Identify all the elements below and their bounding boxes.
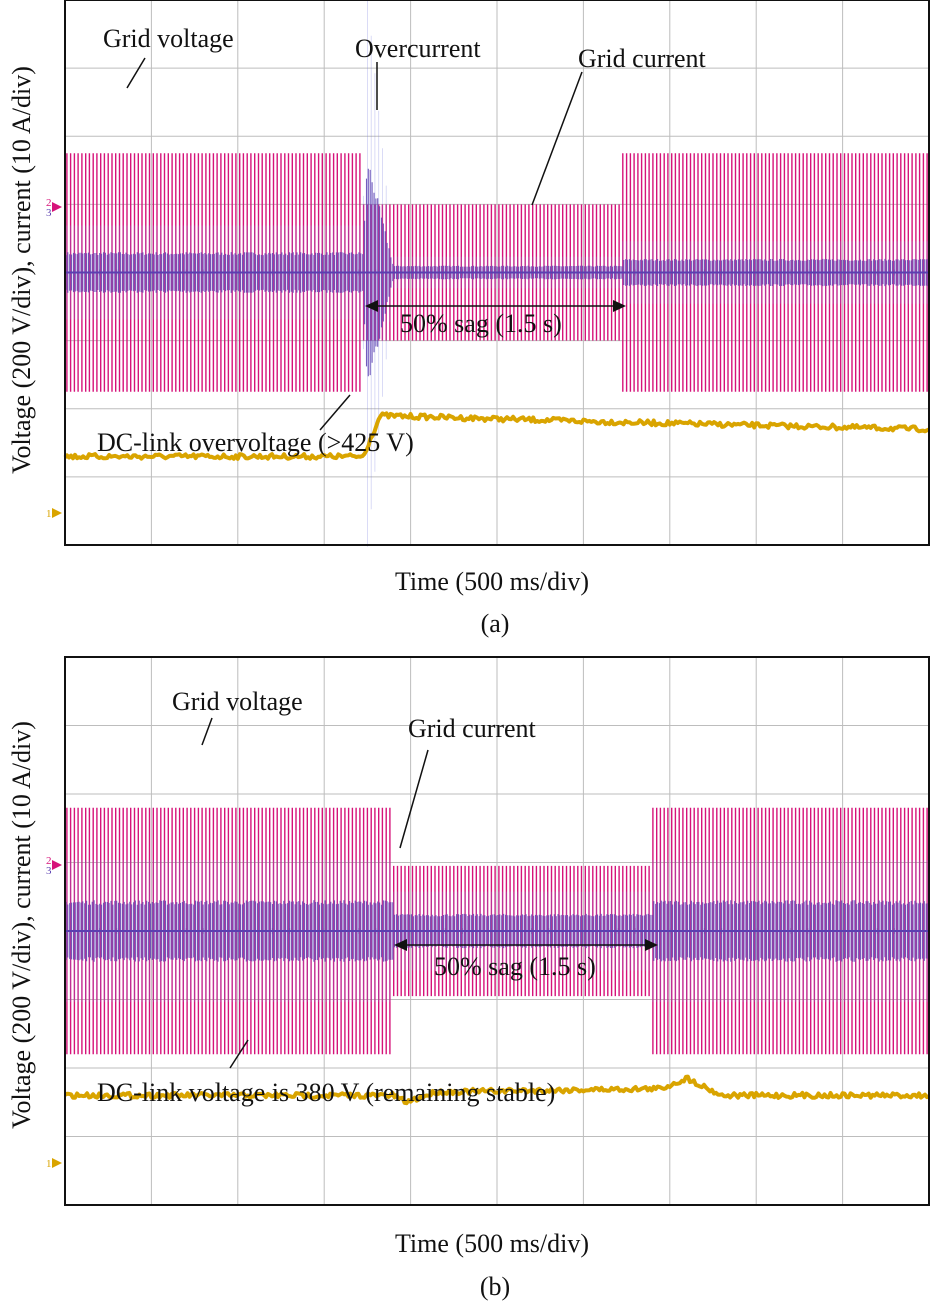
sag-arrow-left-icon [365, 300, 378, 312]
x-axis-label-b: Time (500 ms/div) [395, 1229, 589, 1258]
dc-link-trace [63, 1074, 930, 1106]
overcurrent-label: Overcurrent [355, 34, 481, 63]
grid-voltage-label-b: Grid voltage [172, 687, 303, 716]
dc-link-label-b: DC-link voltage is 380 V (remaining stab… [97, 1078, 555, 1107]
grid-voltage-leader-a [126, 57, 146, 89]
dc-link-label-a: DC-link overvoltage (>425 V) [97, 428, 414, 457]
sag-label-b: 50% sag (1.5 s) [434, 952, 596, 981]
ch2-marker: 2 [46, 197, 52, 209]
dc-link-trace [63, 411, 930, 461]
y-axis-label-b: Voltage (200 V/div), current (10 A/div) [7, 721, 36, 1129]
plot-frame-b [64, 656, 930, 1206]
ch3-marker: 3 [46, 865, 52, 877]
ch1-marker: 1 [46, 1158, 52, 1170]
grid-current-leader-b [399, 749, 429, 849]
ch2-marker: 2 [46, 855, 52, 867]
grid-voltage-label-a: Grid voltage [103, 24, 234, 53]
dc-link-leader-b [229, 1039, 249, 1069]
panel-b: 2 3 1 Grid voltage Grid current 50% sag … [7, 656, 930, 1301]
grid-voltage-leader-b [201, 717, 213, 746]
panel-a: 2 3 1 Grid voltage Overcurrent Grid curr… [7, 0, 930, 638]
ch-marker-icon [52, 202, 62, 212]
sag-arrow-left-icon [394, 939, 407, 951]
channel-markers-a: 2 3 1 [46, 197, 62, 520]
caption-a: (a) [481, 609, 510, 638]
ch1-marker-icon [52, 1158, 62, 1168]
y-axis-label-a: Voltage (200 V/div), current (10 A/div) [7, 66, 36, 474]
channel-markers-b: 2 3 1 [46, 855, 62, 1170]
sag-arrow-right-icon [613, 300, 626, 312]
sag-label-a: 50% sag (1.5 s) [400, 309, 562, 338]
grid-current-label-b: Grid current [408, 714, 537, 743]
ch1-marker-icon [52, 508, 62, 518]
x-axis-label-a: Time (500 ms/div) [395, 567, 589, 596]
ch-marker-icon [52, 860, 62, 870]
dc-link-leader-a [319, 394, 351, 431]
sag-arrow-right-icon [645, 939, 658, 951]
ch3-marker: 3 [46, 207, 52, 219]
grid-current-label-a: Grid current [578, 44, 707, 73]
plot-frame-a [64, 0, 930, 546]
grid-current-leader-a [531, 71, 583, 206]
caption-b: (b) [480, 1272, 510, 1301]
ch1-marker: 1 [46, 508, 52, 520]
